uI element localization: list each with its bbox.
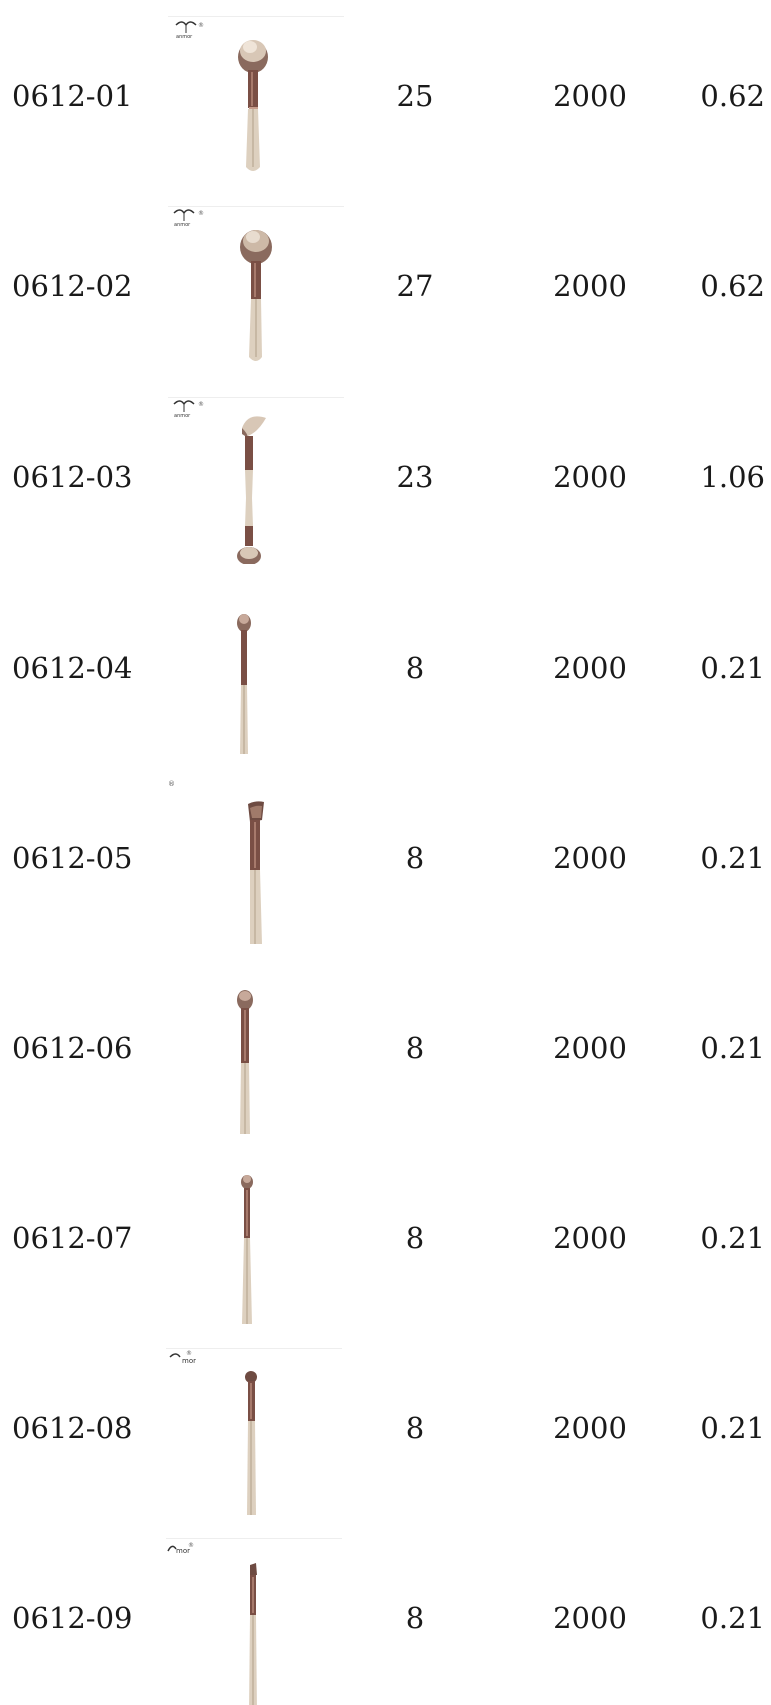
svg-text:®: ® — [188, 1542, 194, 1549]
product-code: 0612-06 — [12, 1030, 133, 1065]
product-moq: 2000 — [553, 1410, 627, 1445]
svg-text:anmor: anmor — [176, 34, 193, 40]
product-moq: 2000 — [553, 650, 627, 685]
eyeshadow-brush-icon: mor ® — [169, 1350, 257, 1515]
product-code: 0612-02 — [12, 268, 133, 303]
product-code: 0612-04 — [12, 650, 133, 685]
product-row: anmor ® 0612-01 25 2000 0.62 — [0, 8, 771, 183]
product-price: 0.21 — [700, 840, 765, 875]
svg-text:®: ® — [198, 401, 204, 408]
product-qty: 23 — [396, 459, 434, 494]
product-photo: anmor ® — [168, 397, 344, 564]
product-photo: ® — [168, 778, 344, 944]
svg-text:®: ® — [198, 22, 204, 29]
product-moq: 2000 — [553, 1030, 627, 1065]
product-code: 0612-09 — [12, 1600, 133, 1635]
product-moq: 2000 — [553, 459, 627, 494]
product-row: anmor ® 0612-02 27 2000 0.62 — [0, 198, 771, 373]
product-code: 0612-03 — [12, 459, 133, 494]
product-photo — [168, 1158, 344, 1324]
product-price: 0.21 — [700, 1410, 765, 1445]
powder-brush-icon: anmor ® — [175, 21, 268, 171]
brand-logo-icon: mor — [169, 1353, 196, 1365]
product-code: 0612-08 — [12, 1410, 133, 1445]
product-price: 1.06 — [700, 459, 765, 494]
product-moq: 2000 — [553, 1220, 627, 1255]
product-qty: 27 — [396, 268, 434, 303]
product-code: 0612-07 — [12, 1220, 133, 1255]
product-photo — [168, 968, 344, 1134]
product-qty: 8 — [405, 1030, 425, 1065]
eyeshadow-brush-icon — [241, 1175, 253, 1324]
svg-text:mor: mor — [176, 1547, 190, 1555]
svg-text:anmor: anmor — [174, 222, 191, 228]
svg-text:®: ® — [198, 210, 204, 217]
product-photo: anmor ® — [168, 206, 344, 373]
product-row: mor ® 0612-08 8 2000 0.21 — [0, 1340, 771, 1515]
brand-logo-icon: anmor — [173, 400, 195, 419]
product-row: 0612-04 8 2000 0.21 — [0, 580, 771, 755]
svg-text:®: ® — [186, 1350, 192, 1357]
product-moq: 2000 — [553, 78, 627, 113]
product-photo: anmor ® — [168, 16, 344, 183]
dual-end-brush-icon: anmor ® — [173, 400, 266, 564]
svg-text:anmor: anmor — [174, 413, 191, 419]
product-price: 0.21 — [700, 1600, 765, 1635]
product-price: 0.21 — [700, 1030, 765, 1065]
angled-brush-icon: ® — [168, 780, 264, 944]
svg-text:mor: mor — [182, 1357, 196, 1365]
product-qty: 8 — [405, 1600, 425, 1635]
eyeshadow-brush-icon — [237, 990, 253, 1134]
svg-text:®: ® — [168, 780, 175, 788]
product-qty: 8 — [405, 840, 425, 875]
product-price: 0.62 — [700, 268, 765, 303]
product-qty: 25 — [396, 78, 434, 113]
product-photo: mor ® — [166, 1348, 342, 1515]
product-qty: 8 — [405, 1410, 425, 1445]
product-row: 0612-06 8 2000 0.21 — [0, 960, 771, 1135]
product-moq: 2000 — [553, 840, 627, 875]
product-row: ® 0612-05 8 2000 0.21 — [0, 770, 771, 945]
product-row: mor ® 0612-09 8 2000 0.21 — [0, 1530, 771, 1705]
eyeshadow-brush-icon — [237, 614, 251, 754]
product-row: anmor ® 0612-03 23 2000 1.06 — [0, 389, 771, 564]
product-row: 0612-07 8 2000 0.21 — [0, 1150, 771, 1325]
powder-brush-icon: anmor ® — [173, 209, 272, 361]
product-moq: 2000 — [553, 268, 627, 303]
product-price: 0.62 — [700, 78, 765, 113]
angled-liner-brush-icon: mor ® — [167, 1542, 257, 1705]
product-code: 0612-01 — [12, 78, 133, 113]
brand-logo-icon: anmor — [173, 209, 195, 228]
product-moq: 2000 — [553, 1600, 627, 1635]
brand-logo-icon: anmor — [175, 21, 197, 40]
brand-logo-icon: mor — [167, 1545, 190, 1555]
product-photo: mor ® — [166, 1538, 342, 1705]
product-photo — [168, 588, 344, 754]
product-price: 0.21 — [700, 650, 765, 685]
product-price: 0.21 — [700, 1220, 765, 1255]
product-code: 0612-05 — [12, 840, 133, 875]
product-qty: 8 — [405, 650, 425, 685]
product-qty: 8 — [405, 1220, 425, 1255]
